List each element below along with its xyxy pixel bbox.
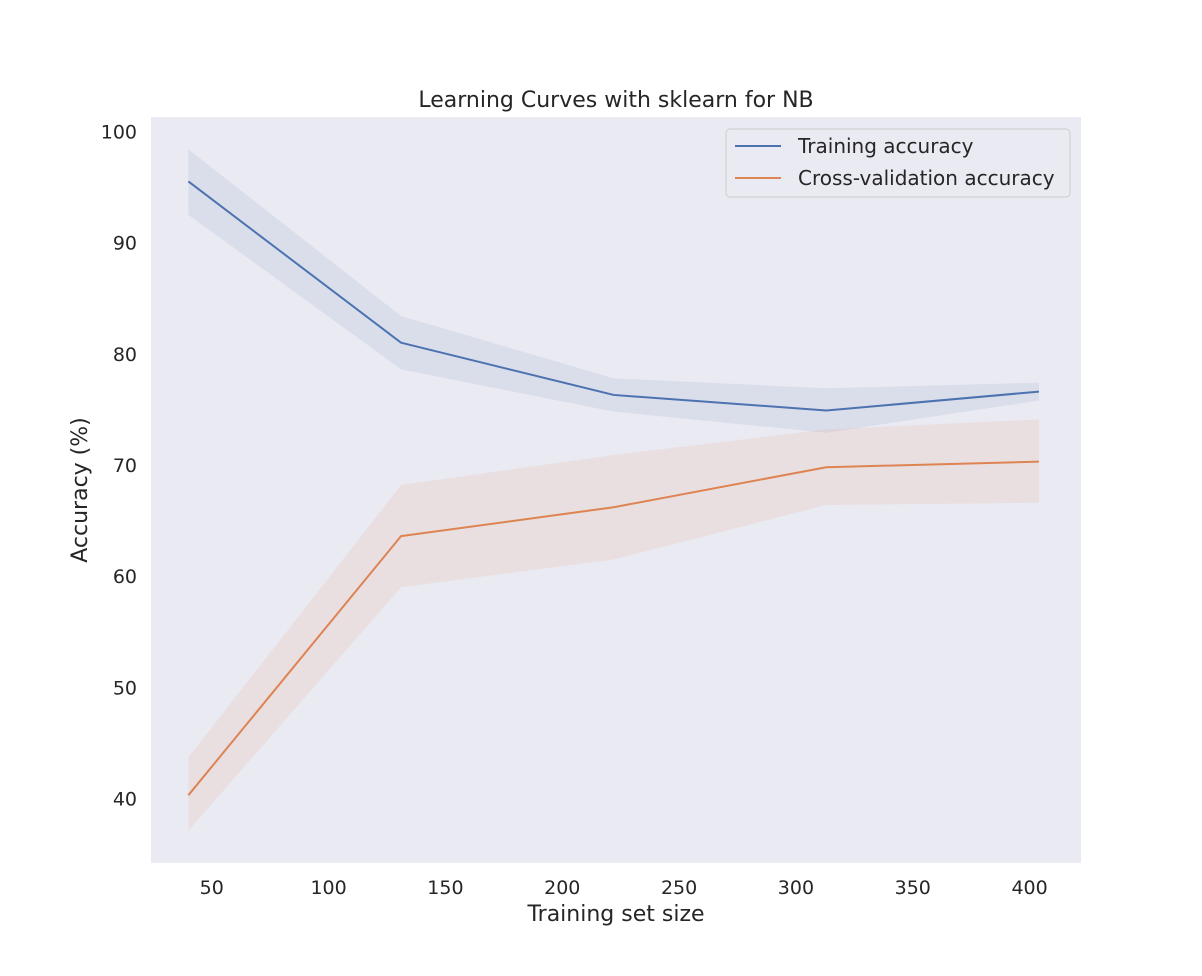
- x-tick-label: 250: [661, 877, 697, 899]
- chart-title: Learning Curves with sklearn for NB: [418, 88, 813, 113]
- x-tick-label: 400: [1011, 877, 1047, 899]
- legend-label-training: Training accuracy: [797, 134, 974, 158]
- y-tick-label: 60: [113, 566, 137, 588]
- legend-label-cross-validation: Cross-validation accuracy: [798, 166, 1055, 190]
- line-training-accuracy: [187, 180, 1040, 412]
- legend-box: [725, 128, 1071, 198]
- series-lines: [187, 180, 1040, 796]
- y-tick-labels: 40 50 60 70 80 90 100: [101, 121, 137, 810]
- x-axis-label: Training set size: [526, 902, 704, 927]
- x-tick-label: 350: [895, 877, 931, 899]
- x-tick-label: 100: [310, 877, 346, 899]
- y-tick-label: 50: [113, 677, 137, 699]
- line-cross-validation-accuracy: [187, 460, 1039, 796]
- confidence-bands: [188, 149, 1039, 831]
- x-tick-label: 150: [427, 877, 463, 899]
- x-tick-labels: 50 100 150 200 250 300 350 400: [200, 877, 1048, 899]
- y-tick-label: 90: [113, 233, 137, 255]
- x-tick-label: 300: [778, 877, 814, 899]
- x-tick-label: 50: [200, 877, 224, 899]
- legend: Training accuracy Cross-validation accur…: [725, 128, 1071, 198]
- y-tick-label: 70: [113, 455, 137, 477]
- y-axis-label: Accuracy (%): [68, 417, 93, 563]
- y-tick-label: 80: [113, 344, 137, 366]
- y-tick-label: 40: [113, 789, 137, 811]
- plot-area-background: [151, 117, 1081, 863]
- x-tick-label: 200: [544, 877, 580, 899]
- band-cross-validation-accuracy: [188, 419, 1039, 831]
- band-training-accuracy: [188, 149, 1039, 433]
- y-tick-label: 100: [101, 121, 137, 143]
